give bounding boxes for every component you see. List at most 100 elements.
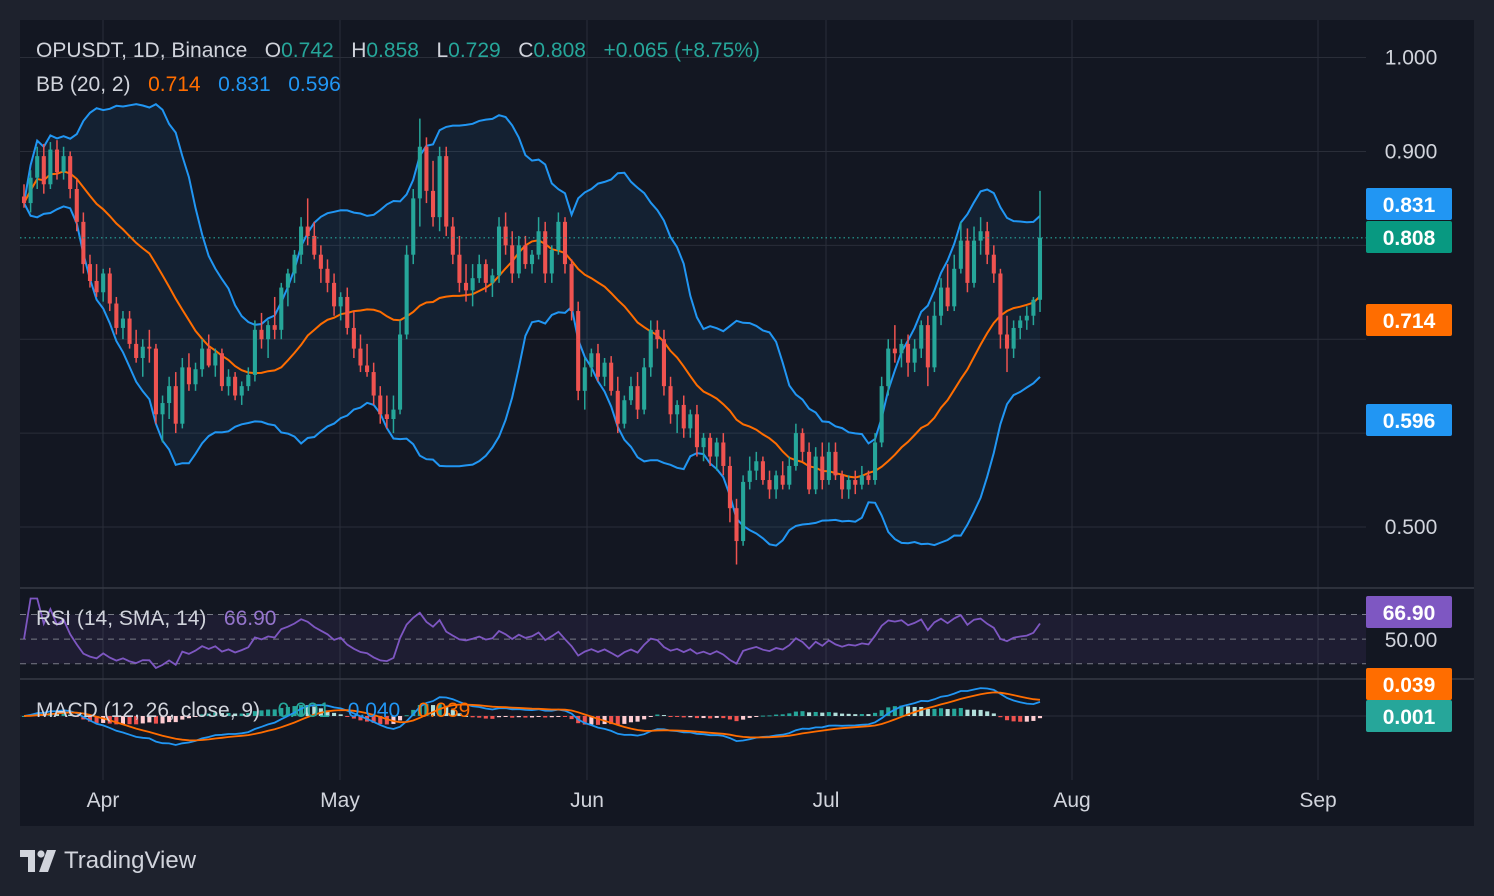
macd-signal-value: 0.039 [417, 699, 471, 722]
symbol-title[interactable]: OPUSDT, 1D, Binance [36, 39, 248, 62]
macd-histogram-bar [754, 716, 759, 717]
candle [853, 470, 858, 495]
candle [991, 245, 996, 283]
macd-histogram-bar [800, 711, 805, 716]
macd-histogram-bar [424, 704, 429, 716]
candle-body [477, 264, 482, 279]
candle-body [299, 226, 304, 255]
macd-histogram-bar [873, 712, 878, 716]
macd-histogram-bar [714, 716, 719, 718]
candle [41, 143, 46, 194]
candle-body [140, 346, 145, 358]
macd-histogram-bar [503, 716, 508, 717]
candle-body [160, 403, 165, 415]
candle-body [609, 362, 614, 391]
candle-body [991, 254, 996, 274]
candle-body [622, 400, 627, 424]
macd-histogram-bar [213, 712, 218, 716]
candle-body [912, 348, 917, 363]
macd-histogram-bar [239, 713, 244, 716]
macd-label-text: 0.039 [1383, 674, 1436, 697]
candle-body [173, 386, 178, 424]
macd-histogram-bar [938, 708, 944, 716]
candle [866, 470, 871, 485]
candle [661, 329, 666, 396]
candle-body [859, 475, 864, 485]
candle [800, 428, 805, 462]
macd-histogram-bar [127, 716, 132, 725]
candle [569, 259, 574, 321]
macd-histogram-bar [167, 716, 172, 723]
candle-body [615, 390, 620, 424]
candle-body [628, 386, 634, 401]
candle-body [813, 456, 818, 490]
candle [503, 212, 508, 255]
macd-histogram-bar [444, 706, 449, 716]
macd-histogram-bar [919, 706, 924, 716]
candle-body [734, 508, 739, 542]
candle-body [371, 372, 376, 396]
candle-body [206, 348, 211, 366]
macd-histogram-bar [411, 709, 416, 716]
candle [681, 395, 686, 438]
candle [463, 264, 469, 302]
macd-histogram-bar [233, 713, 238, 716]
candle [1018, 315, 1023, 340]
candle-body [978, 231, 983, 241]
candle [384, 395, 389, 429]
price-label-box [1366, 221, 1452, 253]
candle [81, 212, 86, 274]
candle [879, 376, 884, 448]
candle [292, 250, 297, 283]
macd-histogram-bar [529, 716, 535, 718]
candle [635, 372, 640, 420]
candle-body [358, 348, 363, 366]
macd-histogram-bar [622, 716, 627, 724]
macd-histogram-bar [1037, 716, 1043, 719]
macd-histogram-bar [721, 716, 726, 719]
macd-histogram-bar [628, 716, 634, 723]
candle-body [285, 273, 290, 288]
candle-body [562, 221, 568, 265]
macd-histogram-bar [932, 708, 937, 716]
macd-histogram-bar [180, 716, 185, 720]
candle [741, 475, 746, 546]
candle-body [595, 353, 601, 377]
macd-histogram-bar [549, 716, 554, 718]
candle [404, 245, 409, 340]
candle-body [833, 451, 838, 476]
macd-legend[interactable]: MACD (12, 26, close, 9) 0.001 0.040 0.03… [36, 699, 470, 723]
candle-body [365, 365, 370, 373]
macd-histogram-bar [226, 712, 231, 716]
candle [985, 221, 990, 265]
candle-body [727, 465, 732, 509]
tradingview-brand[interactable]: TradingView [20, 845, 196, 877]
candle [272, 296, 277, 340]
candle-body [945, 287, 950, 307]
macd-histogram-bar [266, 709, 271, 716]
candle-body [780, 475, 785, 485]
rsi-legend[interactable]: RSI (14, SMA, 14) 66.90 [36, 607, 276, 631]
axes: 1.000 0.900 0.500 0.831 0.808 0.714 0.596 50.00… [87, 47, 1452, 812]
candle [193, 362, 198, 391]
candle [549, 245, 554, 283]
candle [906, 334, 911, 377]
candle-body [101, 273, 106, 293]
candle-body [787, 465, 792, 485]
macd-histogram-bar [820, 712, 825, 716]
brand-name: TradingView [64, 847, 197, 874]
macd-histogram-bar [186, 716, 191, 719]
rsi-label-box [1366, 596, 1452, 628]
bb-legend[interactable]: BB (20, 2) 0.714 0.831 0.596 [36, 73, 341, 97]
candle-body [701, 437, 706, 448]
price-label-box [1366, 304, 1452, 336]
macd-histogram-bar [675, 716, 680, 717]
price-tick-label: 1.000 [1385, 47, 1438, 70]
candle [602, 357, 607, 387]
candle [490, 268, 495, 297]
macd-histogram-bar [859, 714, 864, 716]
candle [358, 334, 363, 373]
candle [642, 357, 647, 415]
macd-label-macd-signal: 0.039 [1366, 668, 1452, 700]
